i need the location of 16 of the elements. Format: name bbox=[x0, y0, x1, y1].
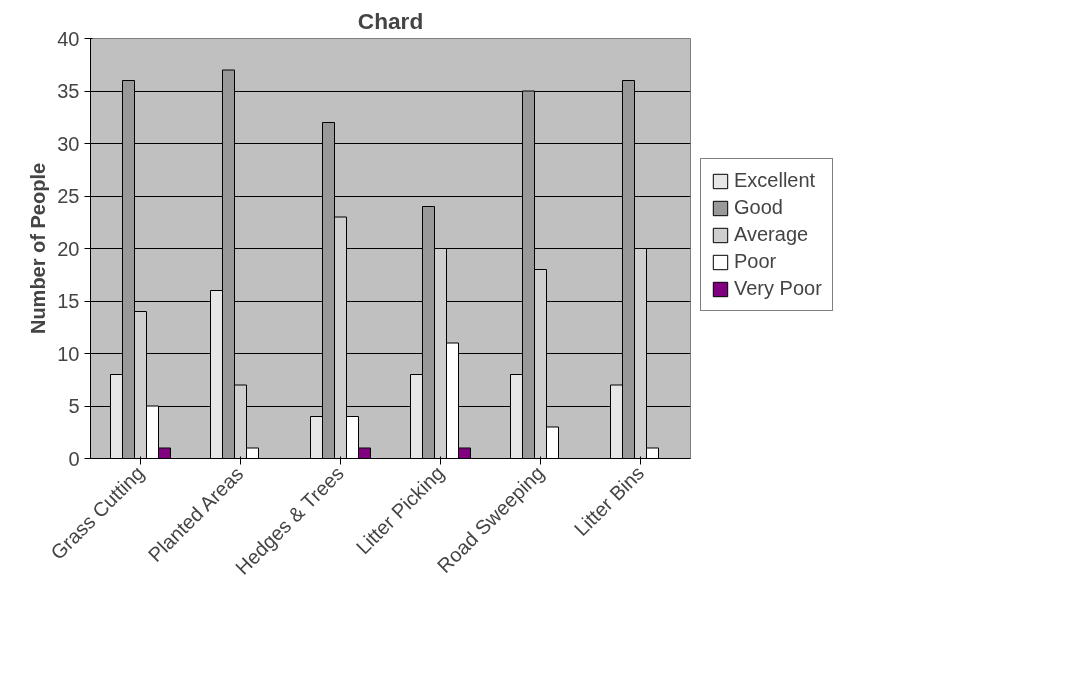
y-tick-label: 10 bbox=[57, 342, 80, 365]
y-tick-label: 25 bbox=[57, 185, 80, 207]
legend-label: Excellent bbox=[734, 169, 816, 192]
legend-label: Poor bbox=[734, 250, 777, 273]
y-tick-label: 40 bbox=[57, 27, 80, 50]
y-tick-label: 20 bbox=[57, 237, 80, 260]
legend-label: Average bbox=[734, 223, 809, 246]
y-tick-label: 35 bbox=[57, 80, 80, 102]
chart-title: Chard bbox=[357, 7, 424, 34]
legend-label: Very Poor bbox=[734, 277, 822, 300]
y-axis-title: Number of People bbox=[27, 162, 50, 335]
legend-label: Good bbox=[734, 196, 783, 219]
y-tick-label: 15 bbox=[57, 290, 80, 312]
y-tick-label: 30 bbox=[57, 132, 80, 155]
y-tick-label: 0 bbox=[68, 447, 80, 470]
y-tick-label: 5 bbox=[68, 395, 80, 417]
